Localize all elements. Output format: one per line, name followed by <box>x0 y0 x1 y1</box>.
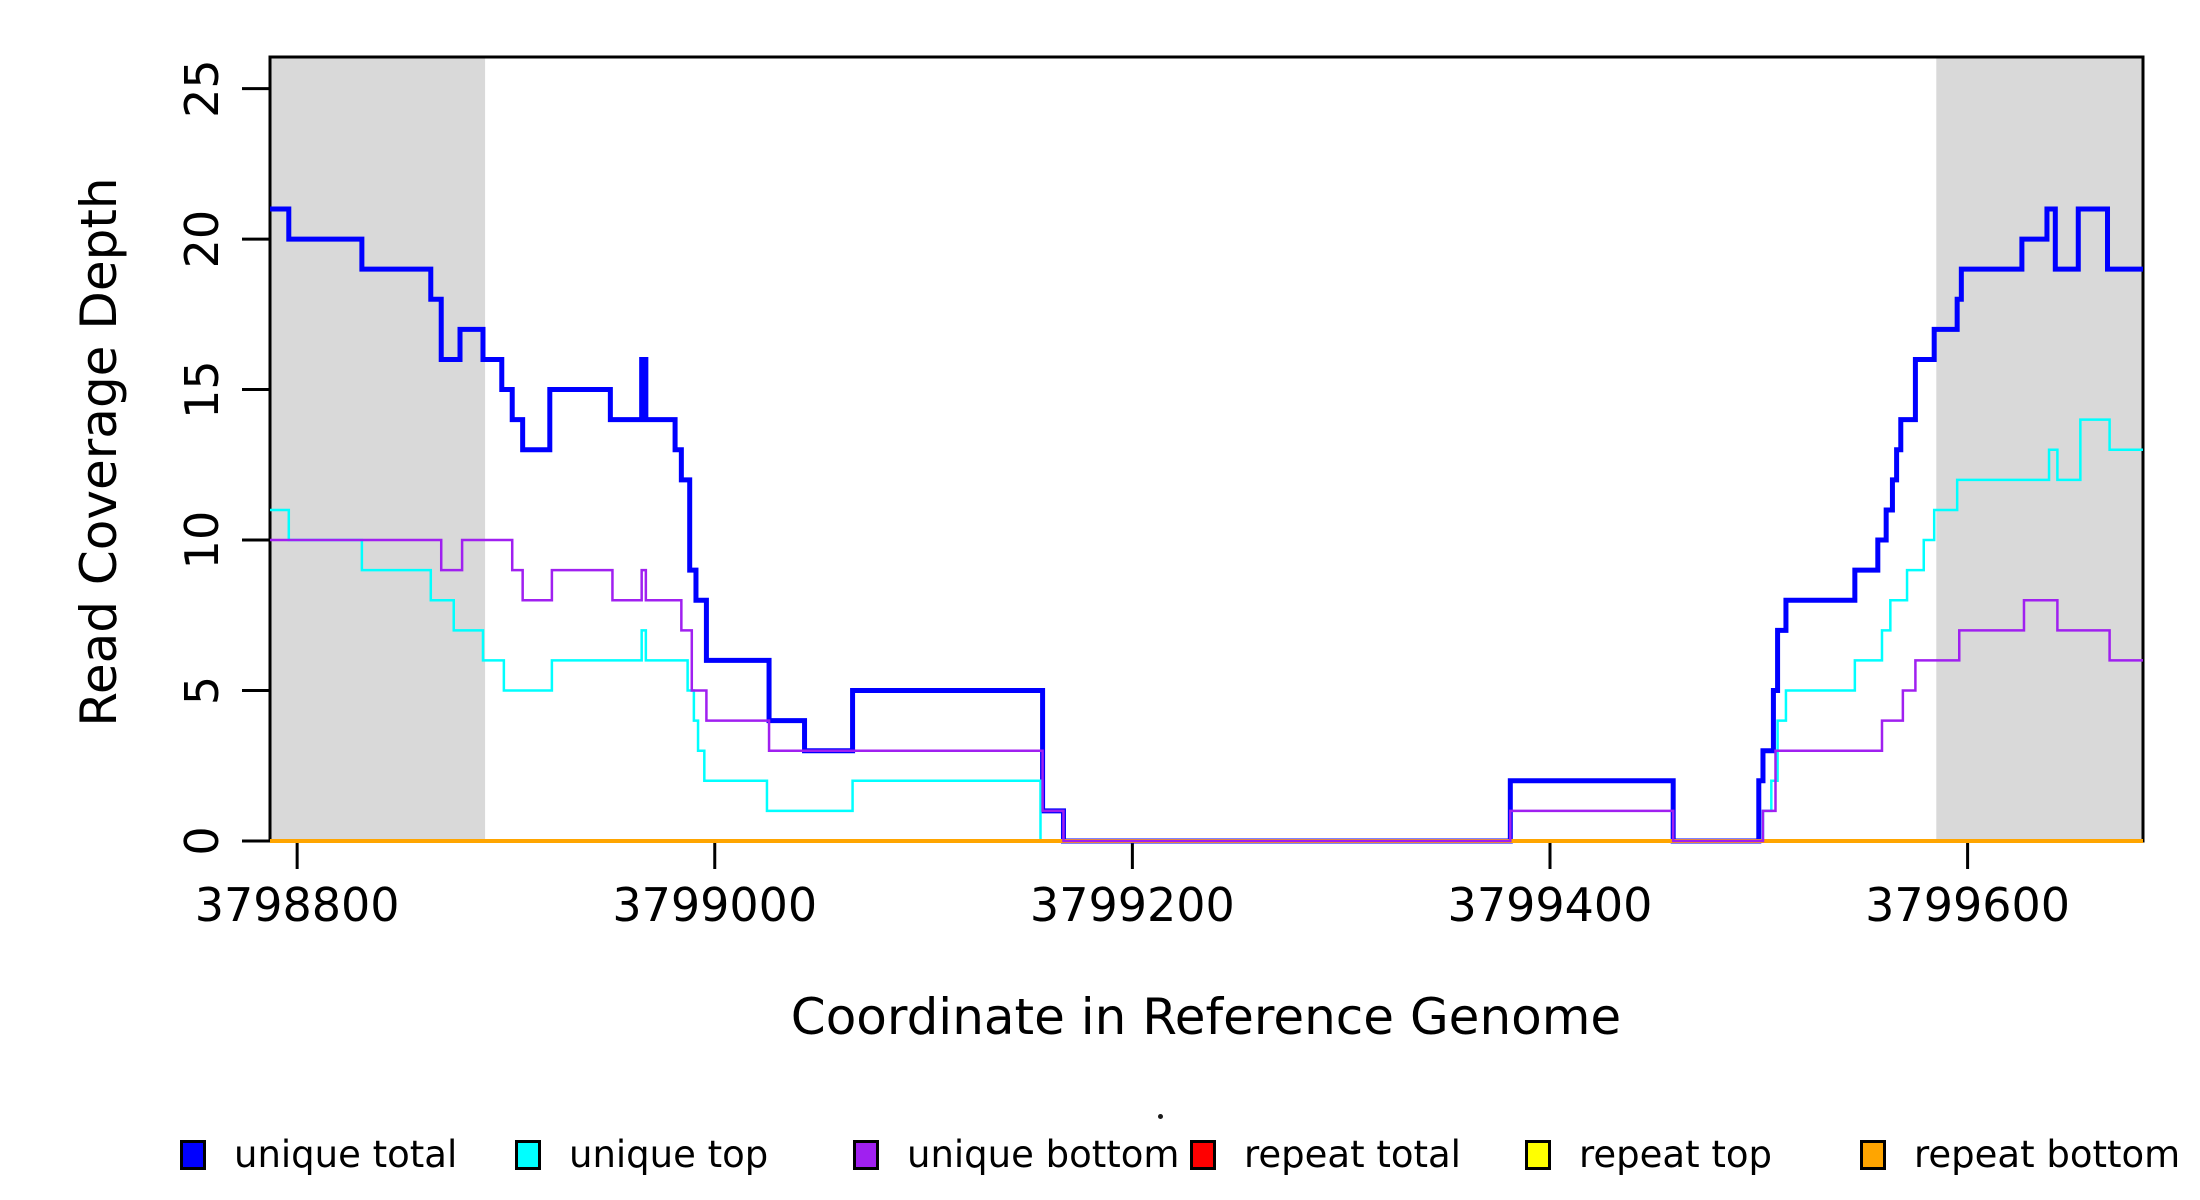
x-tick-label-0: 3798800 <box>195 878 400 932</box>
x-tick-label-2: 3799200 <box>1030 878 1235 932</box>
x-tick-label-4: 3799600 <box>1865 878 2070 932</box>
series-line-unique-top <box>270 418 2143 843</box>
y-tick-label-4: 20 <box>175 210 229 269</box>
y-tick-label-5: 25 <box>175 59 229 118</box>
y-tick-label-1: 5 <box>175 676 229 705</box>
series-line-unique-bottom <box>270 538 2143 843</box>
x-axis-title: Coordinate in Reference Genome <box>790 988 1622 1046</box>
y-tick-label-0: 0 <box>175 826 229 855</box>
y-tick-label-2: 10 <box>175 511 229 570</box>
y-axis-title: Read Coverage Depth <box>70 177 128 727</box>
stray-dot <box>1158 1114 1163 1119</box>
y-tick-label-3: 15 <box>175 360 229 419</box>
x-tick-label-3: 3799400 <box>1448 878 1653 932</box>
x-tick-label-1: 3799000 <box>612 878 817 932</box>
series-line-unique-total <box>270 206 2143 844</box>
shaded-region-0 <box>270 57 486 841</box>
